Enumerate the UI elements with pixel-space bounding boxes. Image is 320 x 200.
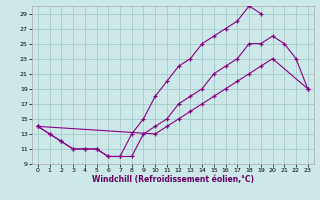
X-axis label: Windchill (Refroidissement éolien,°C): Windchill (Refroidissement éolien,°C) [92, 175, 254, 184]
